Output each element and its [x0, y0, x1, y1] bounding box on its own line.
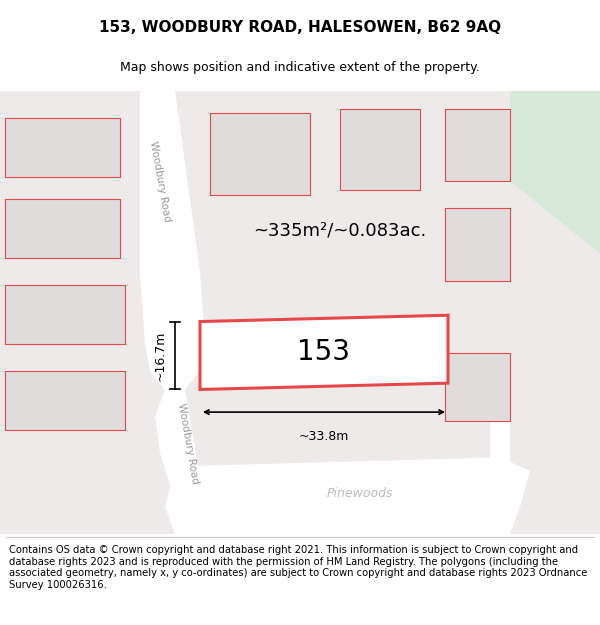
Polygon shape	[340, 109, 420, 190]
Text: Contains OS data © Crown copyright and database right 2021. This information is : Contains OS data © Crown copyright and d…	[9, 545, 587, 590]
Text: Woodbury Road: Woodbury Road	[148, 140, 172, 222]
Polygon shape	[140, 91, 205, 389]
Text: Woodbury Road: Woodbury Road	[176, 402, 200, 485]
Polygon shape	[445, 208, 510, 281]
Text: ~335m²/~0.083ac.: ~335m²/~0.083ac.	[253, 222, 427, 240]
Text: Pinewoods: Pinewoods	[327, 487, 393, 500]
Polygon shape	[5, 286, 125, 344]
Text: ~33.8m: ~33.8m	[299, 430, 349, 443]
Polygon shape	[445, 353, 510, 421]
Polygon shape	[200, 315, 448, 389]
Polygon shape	[210, 113, 310, 195]
Polygon shape	[165, 458, 530, 534]
Polygon shape	[5, 199, 120, 258]
Polygon shape	[5, 371, 125, 430]
Polygon shape	[445, 109, 510, 181]
Polygon shape	[490, 367, 510, 471]
Text: Map shows position and indicative extent of the property.: Map shows position and indicative extent…	[120, 61, 480, 74]
Text: 153: 153	[298, 338, 350, 366]
Text: 153, WOODBURY ROAD, HALESOWEN, B62 9AQ: 153, WOODBURY ROAD, HALESOWEN, B62 9AQ	[99, 19, 501, 34]
Text: ~16.7m: ~16.7m	[154, 331, 167, 381]
Polygon shape	[510, 91, 600, 254]
Polygon shape	[5, 118, 120, 177]
Polygon shape	[155, 389, 210, 534]
